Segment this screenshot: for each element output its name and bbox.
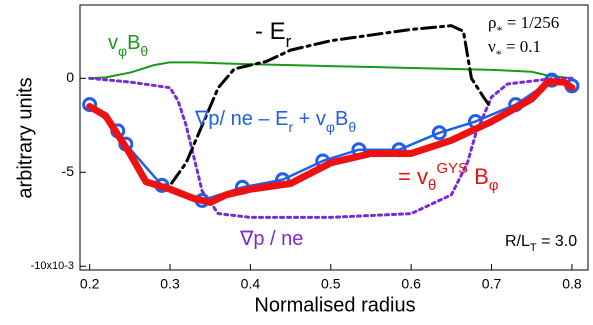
annotation-part: + v [293, 108, 326, 130]
annotation-part: GYS [436, 160, 468, 177]
annotation-part: r [288, 119, 293, 135]
series-line [88, 61, 573, 80]
annotation-part: B [468, 164, 489, 189]
annotation-part: * [496, 23, 502, 37]
series-line [88, 78, 574, 202]
x-tick-label: 0.5 [321, 276, 341, 292]
y-tick-label: -10x10-3 [31, 260, 74, 272]
annotation-part: R/L [505, 233, 530, 250]
series-line [88, 76, 574, 219]
annotation-part: B [335, 108, 348, 130]
annotation-part: = 1/256 [502, 13, 559, 32]
annotation: vφBθ [108, 32, 148, 58]
marker [82, 97, 98, 113]
series-line [86, 78, 576, 206]
annotation-part: ∇p/ ne – E [194, 108, 288, 130]
marker [431, 125, 447, 141]
annotation: R/LT = 3.0 [505, 233, 577, 254]
annotation: ρ* = 1/256 [488, 13, 559, 37]
annotation: ∇p/ ne – Er + vφBθ [194, 108, 356, 134]
annotation-part: θ [348, 119, 356, 135]
annotation: ν* = 0.1 [488, 37, 541, 61]
annotation: = vθGYS Bφ [398, 160, 499, 194]
y-tick-label: -5 [62, 163, 75, 179]
x-tick-label: 0.4 [241, 276, 261, 292]
annotation-part: B [127, 32, 140, 54]
annotation-part: ρ [488, 13, 496, 32]
y-tick-label: 0 [66, 69, 74, 85]
x-tick-label: 0.2 [80, 276, 100, 292]
annotation-part: = v [398, 164, 428, 189]
annotation: - Er [255, 18, 292, 51]
annotation-part: φ [118, 43, 127, 59]
annotation-part: r [286, 32, 292, 51]
annotation-part: φ [489, 177, 499, 194]
annotation-part: T [530, 242, 537, 254]
annotation-part: ∇p / ne [239, 228, 303, 250]
x-tick-label: 0.7 [482, 276, 502, 292]
annotation-part: = 0.1 [502, 37, 541, 56]
plot-frame [79, 4, 589, 271]
annotation-part: = 3.0 [537, 233, 578, 250]
annotation-part: ν [488, 37, 496, 56]
x-tick-label: 0.6 [401, 276, 421, 292]
x-axis-label: Normalised radius [254, 294, 415, 316]
series-line [144, 24, 494, 187]
annotation-part: θ [428, 177, 436, 194]
annotation-part: * [496, 47, 502, 61]
annotation-part: φ [326, 119, 335, 135]
annotation-part: θ [140, 43, 148, 59]
x-tick-label: 0.3 [160, 276, 180, 292]
annotation: ∇p / ne [239, 228, 303, 250]
x-tick-label: 0.8 [562, 276, 582, 292]
y-axis-label: arbitrary units [14, 77, 36, 198]
annotation-part: v [108, 32, 118, 54]
annotation-part: - E [255, 18, 286, 45]
